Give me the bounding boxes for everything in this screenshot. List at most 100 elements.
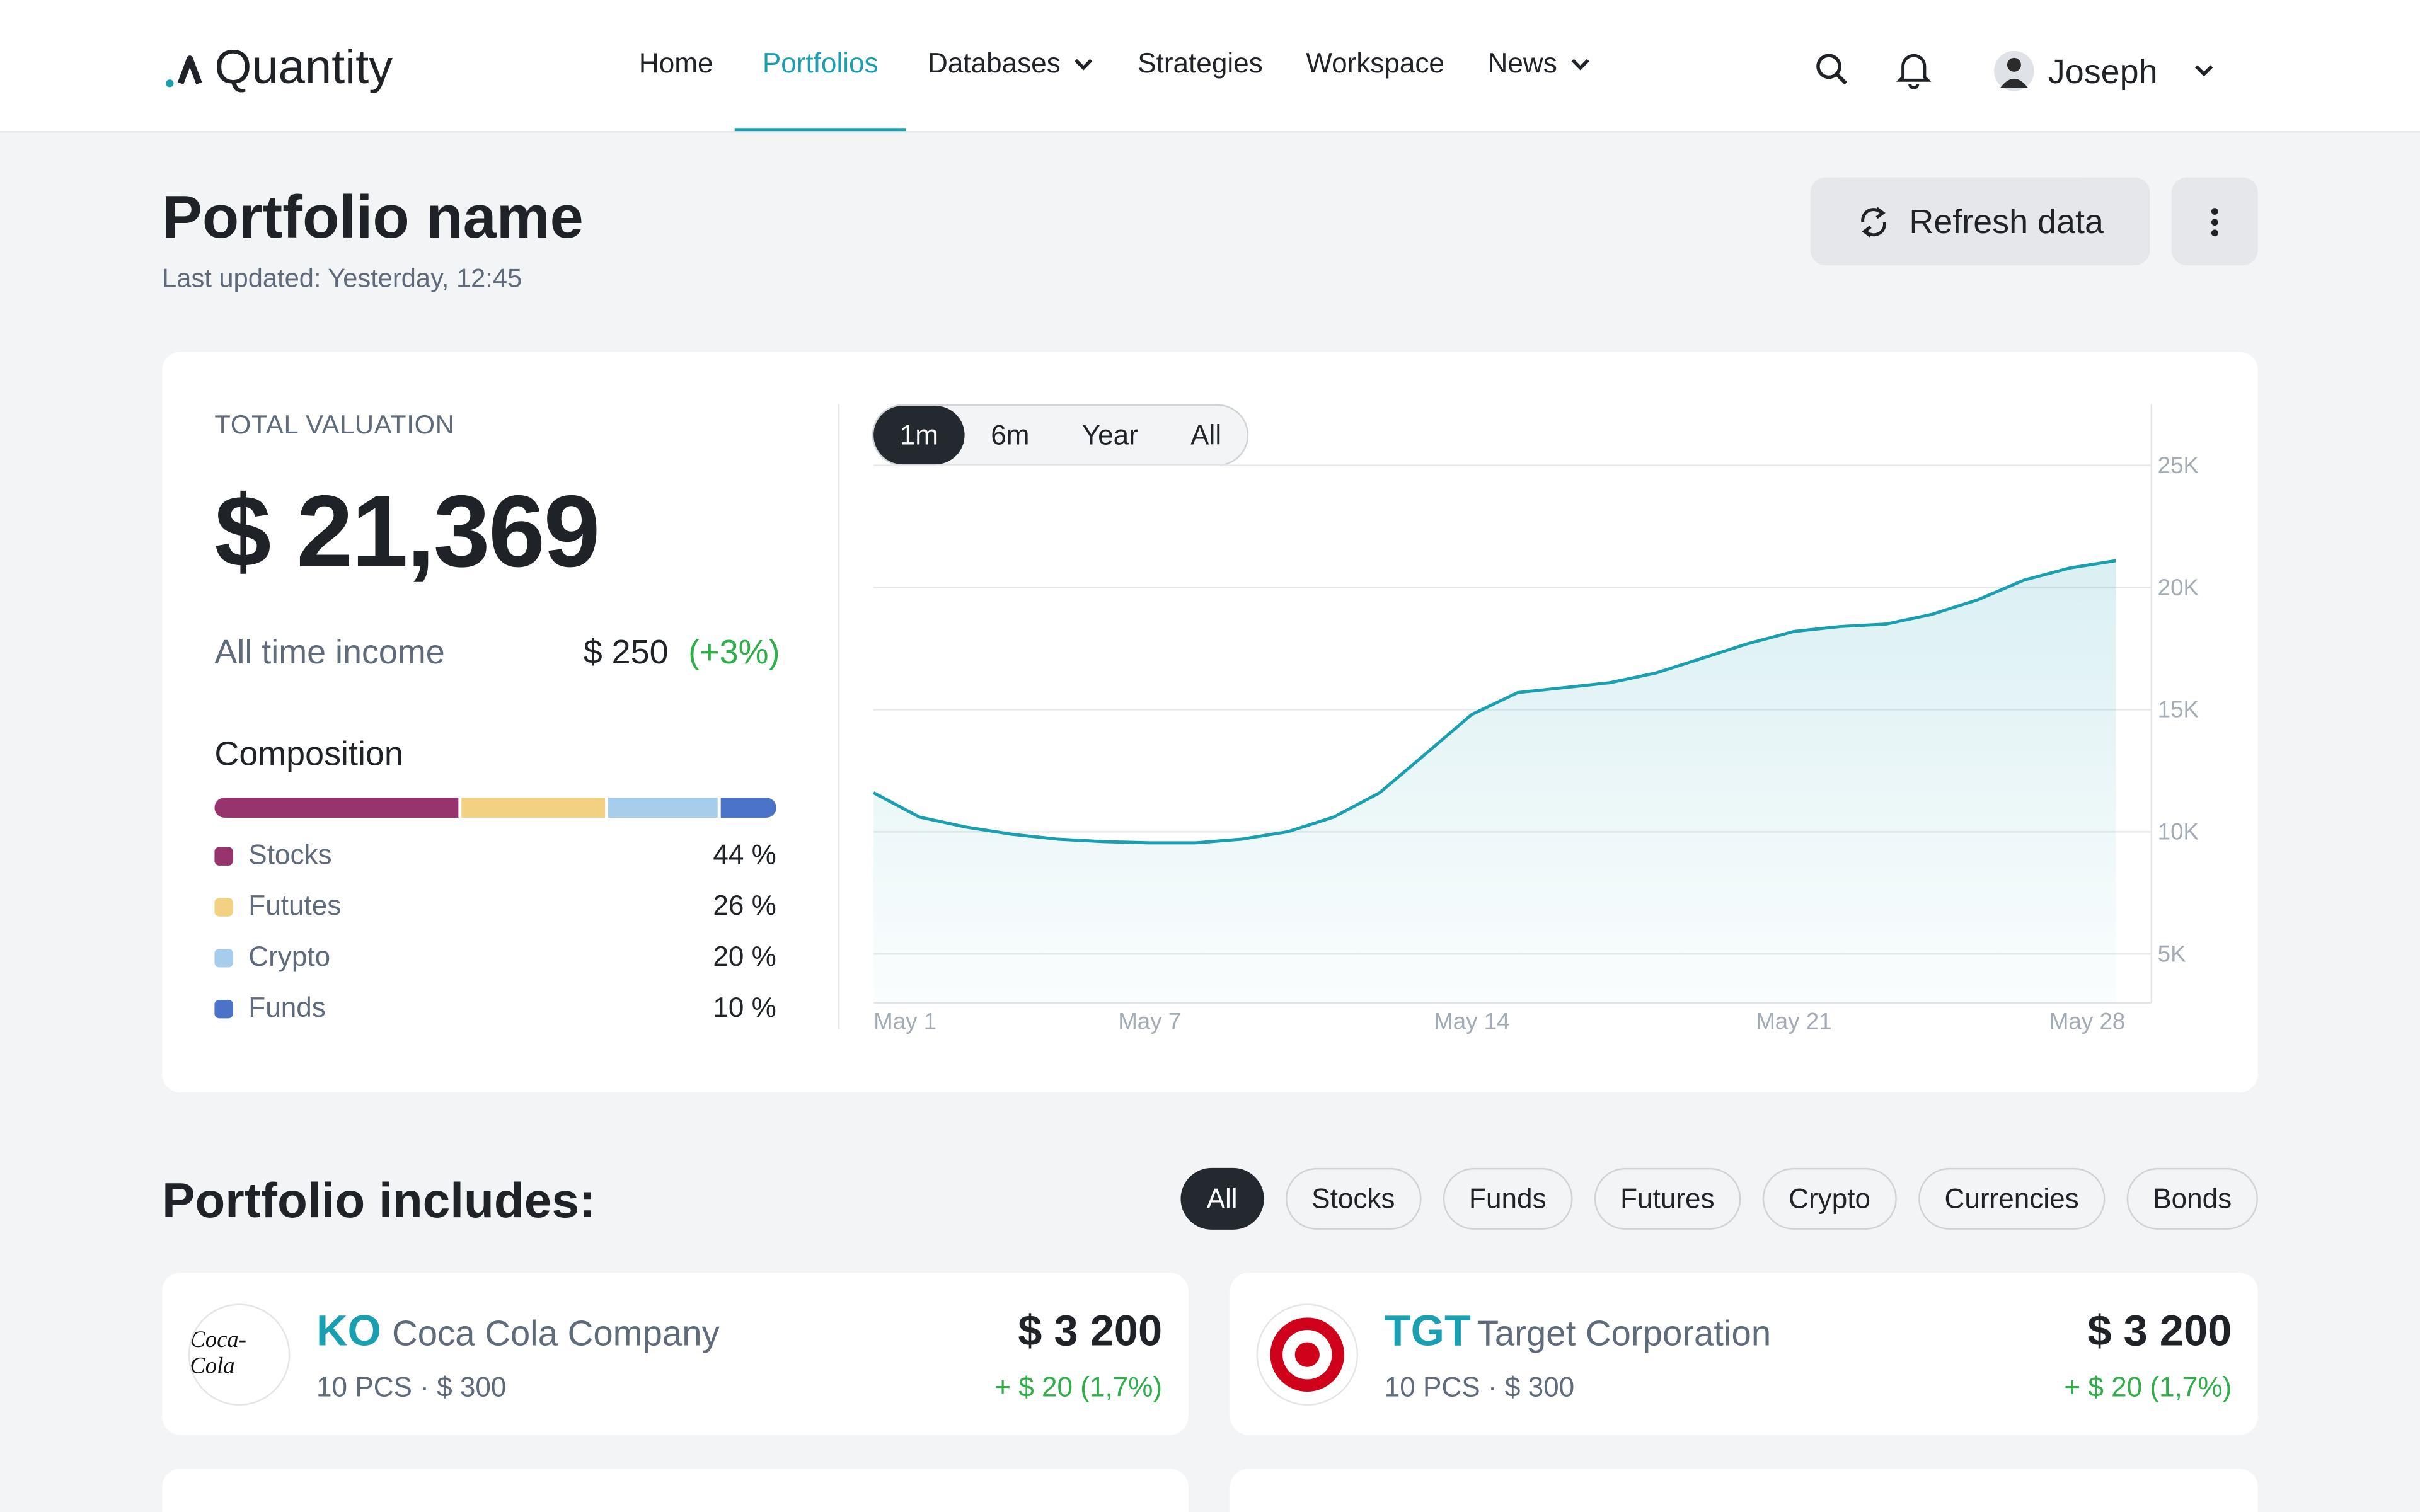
legend-label: Crypto [248,941,331,972]
legend-row: Fututes 26 % [214,890,776,924]
range-option[interactable]: 1m [873,406,965,465]
last-updated: Last updated: Yesterday, 12:45 [162,263,522,294]
holding-logo: Coca-Cola [188,1303,291,1406]
legend-swatch [214,999,233,1019]
logo-text: Quantity [214,40,393,94]
filter-pill[interactable]: All [1180,1167,1264,1230]
composition-segment [607,798,718,818]
x-tick-label: May 14 [1434,1008,1509,1034]
range-selector: 1m 6m Year All [872,404,1250,466]
filter-pill[interactable]: Currencies [1918,1167,2106,1230]
company-name: Target Corporation [1477,1313,1772,1353]
composition-segment [721,798,776,818]
legend-value: 10 % [713,992,776,1023]
nav-menu: Home Portfolios Databases Strategies Workspa… [618,0,1613,132]
filter-pill[interactable]: Funds [1443,1167,1573,1230]
user-chevron[interactable] [2193,62,2215,80]
x-tick-label: May 1 [873,1008,936,1034]
legend-value: 44 % [713,839,776,871]
nav-item[interactable]: Home [618,0,735,131]
company-name: Coca Cola Company [392,1313,720,1353]
income-label: All time income [214,633,445,672]
line [872,559,2116,845]
x-tick-label: May 21 [1756,1008,1831,1034]
nav-item[interactable]: News [1466,0,1613,131]
page-title: Portfolio name [162,185,584,252]
legend-label: Funds [248,992,326,1023]
filter-pill[interactable]: Crypto [1762,1167,1897,1230]
nav-label: Databases [927,47,1061,79]
legend-row: Stocks 44 % [214,839,776,873]
filter-pill[interactable]: Bonds [2126,1167,2258,1230]
holding-change: + $ 20 (1,7%) [2064,1372,2232,1403]
nav-item[interactable]: Databases [906,0,1116,131]
holding-card[interactable]: TGT Target Corporation 10 PCS · $ 300 $ 3 2… [1230,1273,2258,1435]
composition-segment [461,798,605,818]
legend-value: 20 % [713,941,776,972]
more-button[interactable] [2171,177,2258,266]
valuation-total: $ 21,369 [214,473,600,588]
refresh-icon [1861,206,1886,237]
range-option[interactable]: Year [1081,418,1138,450]
holding-card [162,1469,1189,1512]
ticker: TGT [1384,1307,1471,1355]
legend-label: Stocks [248,839,332,871]
nav-label: Portfolios [762,47,879,79]
nav-item[interactable]: Portfolios [734,0,906,132]
y-tick-label: 20K [2158,575,2199,600]
holdings-title: Portfolio includes: [162,1172,596,1228]
more-icon [2211,207,2218,236]
legend-row: Crypto 20 % [214,941,776,975]
refresh-button[interactable]: Refresh data [1810,177,2150,266]
holding-amount: 10 PCS · $ 300 [1384,1372,1575,1403]
nav-label: Workspace [1306,47,1444,79]
avatar[interactable] [1994,50,2034,91]
holding-card[interactable]: Coca-Cola KO Coca Cola Company 10 PCS · $ 3… [162,1273,1189,1435]
y-tick-label: 5K [2158,941,2186,967]
range-option[interactable]: All [1190,418,1222,450]
ticker: KO [316,1307,381,1355]
target-logo [1270,1317,1345,1392]
chevron [1571,58,1589,70]
y-tick-label: 10K [2158,819,2199,845]
chevron [1075,58,1093,70]
holding-logo [1256,1303,1359,1406]
filter-pill[interactable]: Stocks [1285,1167,1422,1230]
search-icon[interactable] [1814,51,1851,88]
legend-swatch [214,949,233,968]
legend-label: Fututes [248,890,342,922]
logo-text: Coca-Cola [190,1328,247,1380]
income-value: $ 250 [583,633,669,672]
nav-item[interactable]: Workspace [1284,0,1466,131]
area [873,560,2116,1003]
holding-card [1230,1469,2258,1512]
user-name[interactable]: Joseph [2048,52,2158,91]
composition-segment [214,798,458,818]
navbar: Quantity Home Portfolios Databases Strategi… [0,0,2420,133]
nav-item[interactable]: Strategies [1116,0,1284,131]
income-change: (+3%) [688,633,780,672]
holding-change: + $ 20 (1,7%) [994,1372,1163,1403]
composition-title: Composition [214,734,403,773]
logo-icon [166,55,202,88]
divider [838,404,840,1029]
range-option[interactable]: 6m [991,418,1030,450]
legend-value: 26 % [713,890,776,922]
filter-pill[interactable]: Futures [1594,1167,1741,1230]
nav-label: News [1487,47,1557,79]
holding-value: $ 3 200 [1018,1307,1163,1355]
x-tick-label: May 7 [1118,1008,1181,1034]
composition-bar [214,798,776,818]
legend-swatch [214,847,233,866]
nav-label: Home [638,47,713,79]
y-tick-label: 25K [2158,452,2199,478]
valuation-label: TOTAL VALUATION [214,410,455,440]
refresh-label: Refresh data [1909,201,2104,240]
bell-icon[interactable] [1895,49,1932,90]
y-tick-label: 15K [2158,697,2199,723]
nav-label: Strategies [1138,47,1263,79]
legend-row: Funds 10 % [214,992,776,1026]
